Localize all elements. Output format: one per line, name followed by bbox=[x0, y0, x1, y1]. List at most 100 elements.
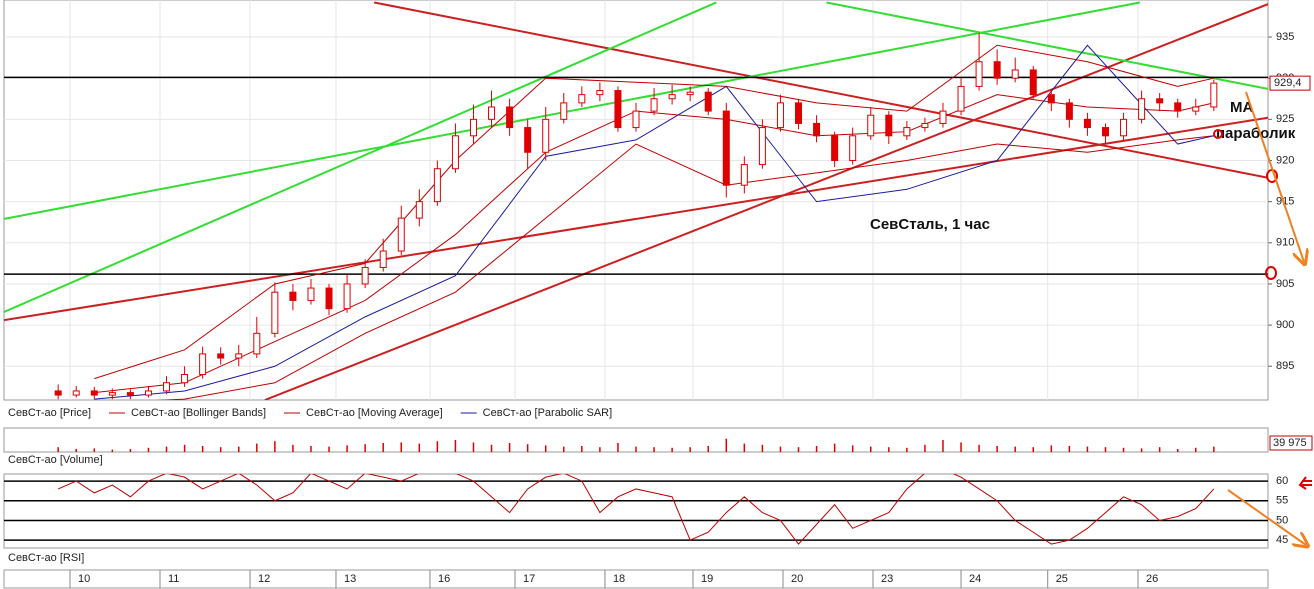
candle-body bbox=[433, 168, 441, 203]
candle-body bbox=[650, 98, 658, 112]
candle-body bbox=[542, 118, 550, 153]
date-axis-frame bbox=[3, 569, 1269, 589]
y-tick-label: 925 bbox=[1276, 113, 1294, 125]
candle-body bbox=[740, 164, 748, 186]
candle-body bbox=[144, 390, 152, 396]
candle-body bbox=[1210, 82, 1218, 108]
legend-entry: СевСт-ао [Bollinger Bands] bbox=[131, 407, 266, 419]
last-price-label: 929,4 bbox=[1274, 77, 1302, 89]
y-tick-label: 915 bbox=[1276, 196, 1294, 208]
candle-body bbox=[1174, 102, 1182, 112]
y-tick-box bbox=[1269, 435, 1313, 451]
candle-body bbox=[253, 332, 261, 355]
candle-body bbox=[668, 94, 676, 100]
trend-line bbox=[826, 1, 1268, 90]
candle-body bbox=[975, 61, 983, 87]
x-tick-label: 12 bbox=[258, 573, 270, 585]
trend-line bbox=[264, 3, 1268, 400]
candle-body bbox=[795, 102, 803, 124]
candle-body bbox=[1101, 127, 1109, 137]
price-frame bbox=[3, 0, 1269, 401]
candle-body bbox=[217, 353, 225, 359]
candle-body bbox=[361, 266, 369, 285]
candle-body bbox=[758, 127, 766, 166]
candle-body bbox=[415, 201, 423, 219]
y-tick-label: 910 bbox=[1276, 237, 1294, 249]
y-tick-label: 905 bbox=[1276, 278, 1294, 290]
x-tick-label: 11 bbox=[168, 573, 179, 585]
x-tick-label: 26 bbox=[1146, 573, 1158, 585]
indicator-line bbox=[94, 94, 1214, 394]
candle-body bbox=[686, 91, 694, 96]
candle-body bbox=[343, 283, 351, 310]
candle-body bbox=[831, 135, 839, 161]
candle-body bbox=[108, 392, 116, 396]
x-tick-label: 23 bbox=[881, 573, 893, 585]
candle-body bbox=[1192, 106, 1200, 112]
candle-body bbox=[921, 122, 929, 129]
candle-body bbox=[578, 94, 586, 104]
x-tick-label: 18 bbox=[613, 573, 625, 585]
price-plot bbox=[4, 0, 1268, 400]
y-tick-label: 45 bbox=[1276, 534, 1288, 546]
candle-body bbox=[957, 85, 965, 112]
y-tick-label: 920 bbox=[1276, 154, 1294, 166]
legend-entry: СевСт-ао [Moving Average] bbox=[306, 407, 443, 419]
rsi-line bbox=[57, 474, 1215, 545]
candle-body bbox=[722, 110, 730, 186]
candle-body bbox=[1083, 118, 1091, 129]
candle-body bbox=[126, 392, 134, 396]
candle-body bbox=[451, 135, 459, 170]
marker-circle bbox=[1265, 266, 1277, 280]
rsi-frame bbox=[3, 473, 1269, 549]
candle-body bbox=[614, 90, 622, 129]
last-price-box bbox=[1269, 75, 1311, 91]
bollinger-upper bbox=[94, 44, 1214, 380]
x-tick-label: 16 bbox=[438, 573, 450, 585]
arrow bbox=[1227, 489, 1306, 545]
x-tick-label: 19 bbox=[701, 573, 713, 585]
candle-body bbox=[704, 91, 712, 112]
candle-body bbox=[325, 287, 333, 310]
candle-body bbox=[488, 106, 496, 120]
candle-body bbox=[379, 250, 387, 268]
candle-body bbox=[1120, 118, 1128, 137]
x-tick-label: 24 bbox=[969, 573, 981, 585]
legend-entry: СевСт-ао [Parabolic SAR] bbox=[483, 407, 613, 419]
candle-body bbox=[397, 217, 405, 252]
candle-body bbox=[939, 110, 947, 124]
candle-body bbox=[199, 353, 207, 375]
panel-title: СевСт-ао [Volume] bbox=[8, 454, 103, 466]
y-tick-label: 60 bbox=[1276, 475, 1288, 487]
candle-body bbox=[307, 287, 315, 301]
marker-circle bbox=[1213, 129, 1223, 139]
candle-body bbox=[885, 114, 893, 137]
candle-body bbox=[506, 106, 514, 129]
candle-body bbox=[632, 110, 640, 129]
candle-body bbox=[849, 135, 857, 161]
candle-body bbox=[90, 390, 98, 396]
trend-line bbox=[4, 116, 1268, 322]
candle-body bbox=[1011, 69, 1019, 79]
candle-body bbox=[813, 122, 821, 137]
candle-body bbox=[72, 390, 80, 396]
candle-body bbox=[1138, 98, 1146, 120]
x-tick-label: 20 bbox=[791, 573, 803, 585]
rsi-plot bbox=[4, 474, 1268, 545]
bollinger-lower bbox=[155, 135, 1214, 400]
x-tick-label: 13 bbox=[344, 573, 356, 585]
arrow bbox=[1245, 91, 1304, 262]
candle-body bbox=[993, 61, 1001, 79]
candle-body bbox=[469, 118, 477, 137]
candle-body bbox=[867, 114, 875, 137]
trend-line bbox=[4, 1, 1140, 220]
annotation: МА bbox=[1230, 99, 1253, 116]
candle-body bbox=[1065, 102, 1073, 120]
candle-body bbox=[560, 102, 568, 120]
candle-body bbox=[1047, 94, 1055, 104]
trend-line bbox=[373, 1, 1268, 179]
candle-body bbox=[903, 127, 911, 137]
candle-body bbox=[776, 102, 784, 129]
candle-body bbox=[271, 291, 279, 334]
